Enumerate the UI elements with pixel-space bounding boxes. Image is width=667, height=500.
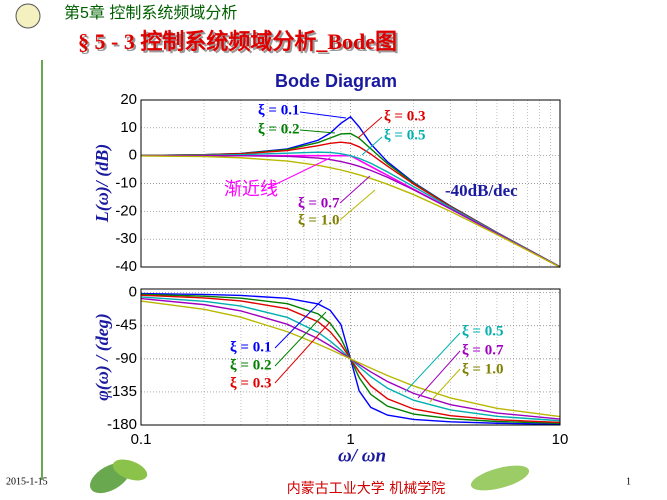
series-line [141,154,561,268]
chart-title: Bode Diagram [275,71,397,91]
asymptote-label: 渐近线 [224,179,278,200]
y-tick-label: 0 [129,284,137,301]
series-label: ξ = 0.3 [384,108,425,124]
series-label: ξ = 0.7 [462,342,504,358]
arrow [274,311,327,367]
x-tick-label: 1 [346,431,354,448]
series-line [140,300,561,418]
logo [15,3,41,29]
annotations: ξ = 0.1 ξ = 0.2 ξ = 0.3 ξ = 0.5 ξ = 0.7 … [224,102,518,403]
leaf-decoration [90,459,530,494]
arrow [339,189,376,221]
arrow [417,350,461,399]
plot-frame [140,288,561,426]
y-tick-label: -45 [115,317,137,334]
arrow [267,157,331,189]
y-tick-label: 20 [120,91,137,108]
y-tick-label: -40 [115,258,137,275]
series-label: ξ = 0.1 [230,339,271,355]
arrow [339,175,371,204]
plot-frame [140,99,561,268]
x-tick-label: 10 [552,431,569,448]
series-label: ξ = 0.7 [298,195,340,211]
arrow [404,332,461,393]
y-tick-label: 0 [129,147,137,164]
x-tick-label: 0.1 [131,431,152,448]
arrow [299,129,336,134]
y-tick-label: -90 [115,350,137,367]
arrow [357,116,383,139]
series-label: ξ = 0.2 [230,357,271,373]
y-tick-label: -180 [107,416,137,433]
arrow [299,111,347,119]
y-tick-label: -135 [107,383,137,400]
slide-title: § 5 - 3 控制系统频域分析_Bode图 [78,29,397,54]
series-label: ξ = 0.3 [230,375,271,391]
y-tick-label: -10 [115,174,137,191]
x-label: ω/ ωn [338,445,386,466]
series-label: ξ = 1.0 [298,212,339,228]
series-line [140,141,561,268]
page-number: 1 [626,476,631,487]
series-line [140,151,561,268]
series-label: ξ = 0.5 [462,323,503,339]
series-label: ξ = 1.0 [462,361,503,377]
title-shadow: § 5 - 3 控制系统频域分析_Bode图 [80,31,399,56]
y-tick-label: -20 [115,202,137,219]
series-label: ξ = 0.5 [384,127,425,143]
y-label: φ(ω) / (deg) [92,313,113,401]
y-label: L(ω)/ (dB) [92,144,113,224]
arrow [429,368,461,403]
arrow [274,299,323,349]
institute: 内蒙古工业大学 机械学院 [287,481,445,497]
y-tick-label: 10 [120,119,137,136]
series-label: ξ = 0.1 [258,102,299,118]
slope-label: -40dB/dec [445,181,518,200]
chapter: 第5章 控制系统频域分析 [64,4,237,22]
date: 2015-1-15 [6,476,48,487]
series-line [140,155,561,268]
plots [140,99,561,426]
y-tick-label: -30 [115,230,137,247]
arrow [361,136,383,156]
series-label: ξ = 0.2 [258,121,299,137]
arrow [274,321,331,384]
